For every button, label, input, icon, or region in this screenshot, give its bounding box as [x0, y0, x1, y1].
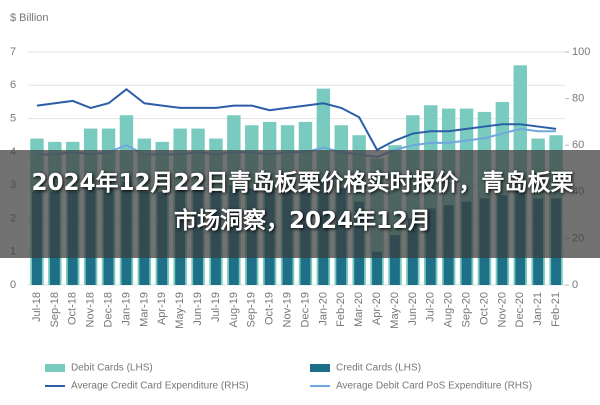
x-tick-label: Jul-20 — [425, 292, 437, 322]
x-tick-label: Jan-21 — [532, 292, 544, 326]
x-tick-label: Aug-20 — [443, 292, 455, 327]
y2-tick-label: 100 — [572, 46, 590, 58]
x-tick-label: Sep-18 — [49, 292, 61, 327]
x-tick-label: Jul-18 — [31, 292, 43, 322]
x-tick-label: Mar-19 — [138, 292, 150, 327]
legend-swatch — [310, 364, 330, 372]
legend-swatch — [45, 364, 65, 372]
x-tick-label: Apr-19 — [156, 292, 168, 325]
x-tick-label: Jun-19 — [192, 292, 204, 326]
legend-label: Average Debit Card PoS Expenditure (RHS) — [336, 381, 532, 392]
x-tick-label: Sep-19 — [246, 292, 258, 327]
x-tick-label: Sep-20 — [460, 292, 472, 327]
x-tick-label: Oct-20 — [478, 292, 490, 325]
banner — [0, 150, 600, 258]
line — [36, 88, 557, 152]
bar — [390, 235, 400, 285]
x-tick-label: Jan-19 — [120, 292, 132, 326]
legend-label: Average Credit Card Expenditure (RHS) — [71, 381, 249, 392]
overlay-title: 2024年12月22日青岛板栗价格实时报价，青岛板栗市场洞察，2024年12月 — [31, 170, 574, 234]
y2-tick-label: 80 — [572, 93, 584, 105]
y-axis-label: $ Billion — [10, 12, 49, 24]
y2-tick-label: 60 — [572, 139, 584, 151]
x-tick-label: Feb-20 — [335, 292, 347, 327]
x-tick-label: Jul-19 — [210, 292, 222, 322]
x-tick-label: Dec-19 — [299, 292, 311, 327]
legend-label: Debit Cards (LHS) — [71, 363, 153, 374]
x-tick-label: Jun-20 — [407, 292, 419, 326]
x-tick-label: Apr-20 — [371, 292, 383, 325]
x-tick-label: Oct-18 — [67, 292, 79, 325]
x-tick-label: Mar-20 — [353, 292, 365, 327]
y-tick-label: 6 — [10, 79, 16, 91]
x-tick-label: Jan-20 — [317, 292, 329, 326]
y-tick-label: 0 — [10, 279, 16, 291]
y2-tick-label: 0 — [572, 279, 578, 291]
y-tick-label: 7 — [10, 46, 16, 58]
x-tick-label: Oct-19 — [264, 292, 276, 325]
legend-label: Credit Cards (LHS) — [336, 363, 421, 374]
x-tick-label: Feb-21 — [550, 292, 562, 327]
x-tick-label: May-19 — [174, 292, 186, 329]
y-tick-label: 5 — [10, 112, 16, 124]
bar — [372, 251, 382, 285]
x-tick-label: Nov-18 — [85, 292, 97, 327]
x-tick-label: May-20 — [389, 292, 401, 329]
x-tick-label: Aug-19 — [228, 292, 240, 327]
x-tick-label: Nov-20 — [496, 292, 508, 327]
x-tick-label: Nov-19 — [281, 292, 293, 327]
x-tick-label: Dec-20 — [514, 292, 526, 327]
x-tick-label: Dec-18 — [102, 292, 114, 327]
